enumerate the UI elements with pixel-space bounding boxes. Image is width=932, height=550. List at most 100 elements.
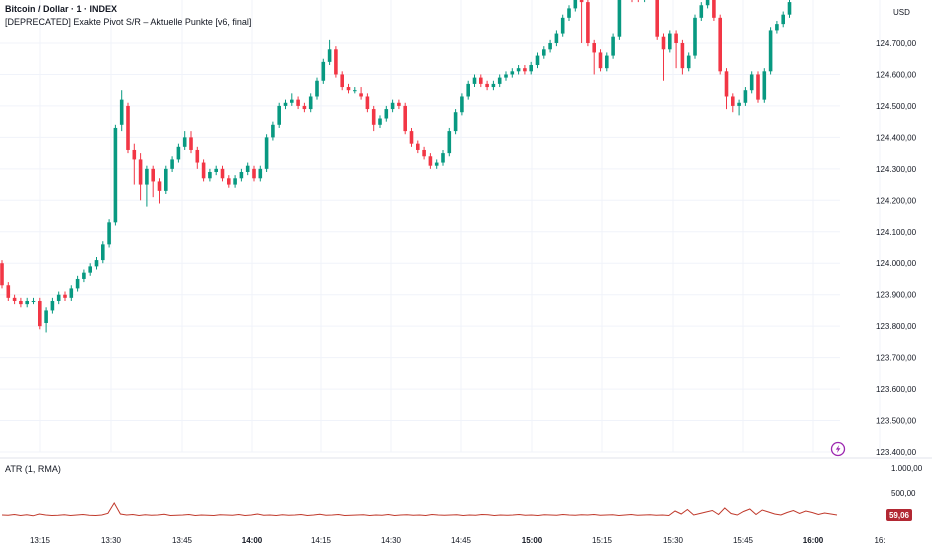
candle-body xyxy=(668,33,672,50)
candle xyxy=(699,2,704,21)
candle-body xyxy=(397,102,401,106)
candle xyxy=(510,68,515,78)
candle-body xyxy=(548,43,552,50)
candle-body xyxy=(523,68,527,72)
candle-body xyxy=(718,17,722,72)
price-grid xyxy=(0,0,881,453)
candle-body xyxy=(655,0,659,37)
candle-body xyxy=(542,49,546,56)
candle-body xyxy=(126,105,130,150)
candle xyxy=(63,291,67,301)
candle-body xyxy=(598,52,603,69)
candle xyxy=(264,134,269,172)
candle xyxy=(378,115,382,128)
price-tick-label: 124.700,00 xyxy=(876,39,917,48)
candle xyxy=(145,165,149,207)
candle xyxy=(617,0,622,40)
candle-body xyxy=(264,137,269,169)
candle xyxy=(50,297,55,314)
candle-body xyxy=(560,17,565,34)
candle-body xyxy=(44,310,48,324)
candle xyxy=(170,156,174,172)
price-tick-label: 123.800,00 xyxy=(876,322,917,331)
candle xyxy=(132,143,137,185)
candle-body xyxy=(0,263,4,286)
currency-label[interactable]: USD xyxy=(893,8,910,17)
candle-body xyxy=(712,0,716,18)
candle xyxy=(315,77,319,100)
candle xyxy=(655,0,659,40)
candle xyxy=(245,162,250,176)
candle-body xyxy=(441,153,445,163)
candle-body xyxy=(428,156,433,166)
candle xyxy=(460,93,464,116)
price-tick-label: 123.600,00 xyxy=(876,385,917,394)
candle xyxy=(290,93,294,106)
symbol-title[interactable]: Bitcoin / Dollar · 1 · INDEX xyxy=(5,4,118,14)
candle xyxy=(731,93,735,113)
time-tick-label: 14:30 xyxy=(381,536,402,545)
candle-body xyxy=(258,168,263,179)
indicator-label[interactable]: [DEPRECATED] Exakte Pivot S/R – Aktuelle… xyxy=(5,17,252,27)
price-axis[interactable]: 124.700,00 124.600,00 124.500,00 124.400,00… xyxy=(876,39,917,457)
candle-body xyxy=(434,162,439,166)
candle xyxy=(189,131,193,154)
candle-body xyxy=(252,168,256,179)
candle xyxy=(75,275,80,292)
time-tick-label: 15:00 xyxy=(522,536,543,545)
candle-body xyxy=(69,288,74,298)
candle xyxy=(548,39,552,53)
candle xyxy=(390,99,395,113)
candle xyxy=(523,65,527,75)
candle xyxy=(201,159,206,182)
atr-indicator-label[interactable]: ATR (1, RMA) xyxy=(5,464,61,474)
candle-body xyxy=(472,77,477,84)
candle-body xyxy=(409,131,414,144)
candle xyxy=(447,127,452,157)
candle-body xyxy=(113,127,118,223)
candle xyxy=(227,175,231,188)
candle-body xyxy=(239,171,244,179)
candle xyxy=(644,0,646,3)
candle-body xyxy=(384,109,389,119)
candle xyxy=(605,52,609,72)
candle xyxy=(94,256,99,270)
candle-body xyxy=(390,102,395,110)
candle-body xyxy=(195,149,200,163)
candle xyxy=(101,241,105,264)
candle-body xyxy=(661,36,666,50)
lightning-icon[interactable] xyxy=(830,441,846,457)
candle xyxy=(31,297,36,305)
time-axis[interactable]: 13:15 13:30 13:45 14:00 14:15 14:30 14:45 15:00… xyxy=(30,536,886,545)
candle xyxy=(718,14,722,75)
candle xyxy=(82,269,86,283)
candle xyxy=(164,165,168,195)
candle-body xyxy=(138,159,143,185)
atr-axis: 1.000,00 500,00 59,06 xyxy=(886,464,923,521)
candle-body xyxy=(220,168,225,179)
candle-body xyxy=(315,80,319,97)
candle-body xyxy=(737,102,741,106)
candle-body xyxy=(768,30,773,72)
candle xyxy=(403,102,407,135)
candle xyxy=(693,14,697,59)
candle-body xyxy=(485,83,489,88)
candle-body xyxy=(132,149,137,160)
candle xyxy=(762,68,767,103)
time-tick-label: 15:15 xyxy=(592,536,613,545)
candle-body xyxy=(88,266,92,273)
candle xyxy=(334,46,338,78)
candle-body xyxy=(340,74,344,88)
candle xyxy=(422,146,426,160)
candle-body xyxy=(227,178,231,185)
price-tick-label: 124.300,00 xyxy=(876,165,917,174)
candle-body xyxy=(535,55,540,66)
candle xyxy=(271,121,275,141)
candle-body xyxy=(308,96,313,110)
candle xyxy=(157,178,162,204)
candle-body xyxy=(775,24,779,31)
candle xyxy=(252,165,256,182)
candle-body xyxy=(25,300,29,305)
candle xyxy=(233,175,237,188)
